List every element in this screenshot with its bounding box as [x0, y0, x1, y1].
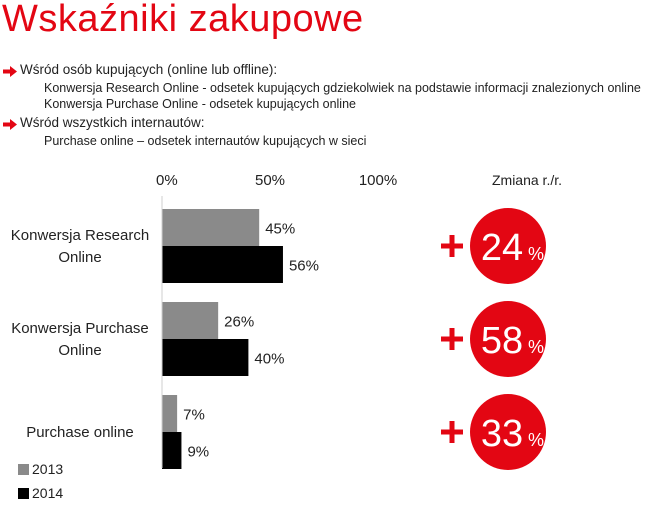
plus-icon	[449, 421, 455, 443]
change-circle	[470, 394, 546, 470]
change-circle	[470, 301, 546, 377]
x-tick-label: 50%	[255, 172, 285, 189]
legend-swatch-2013	[18, 464, 29, 475]
legend-label: 2014	[32, 485, 63, 501]
legend-swatch-2014	[18, 488, 29, 499]
category-label: Online	[58, 342, 101, 359]
category-label: Konwersja Purchase	[11, 320, 149, 337]
data-label: 7%	[183, 407, 205, 424]
plus-icon	[449, 235, 455, 257]
x-tick-label: 100%	[359, 172, 397, 189]
change-value: 24	[481, 227, 523, 269]
change-unit: %	[528, 337, 544, 357]
data-label: 26%	[224, 314, 254, 331]
bar-2013-3	[162, 395, 178, 432]
bullet-subtext-2-1: Purchase online – odsetek internautów ku…	[44, 134, 367, 148]
change-circle	[470, 208, 546, 284]
x-tick-label: 0%	[156, 172, 178, 189]
bar-2014-1	[162, 246, 283, 283]
category-label: Konwersja Research	[11, 227, 149, 244]
plus-icon	[449, 328, 455, 350]
legend-label: 2013	[32, 461, 63, 477]
arrow-right-icon	[3, 66, 17, 77]
change-value: 33	[481, 413, 523, 455]
bullet-subtext-1-1: Konwersja Research Online - odsetek kupu…	[44, 81, 641, 95]
change-unit: %	[528, 244, 544, 264]
data-label: 40%	[254, 351, 284, 368]
bullet-text-1: Wśród osób kupujących (online lub offlin…	[20, 62, 278, 77]
bar-2014-2	[162, 339, 249, 376]
bar-2013-1	[162, 209, 260, 246]
bar-2014-3	[162, 432, 182, 469]
bullet-subtext-1-2: Konwersja Purchase Online - odsetek kupu…	[44, 97, 356, 111]
bullet-text-2: Wśród wszystkich internautów:	[20, 115, 205, 130]
data-label: 45%	[265, 221, 295, 238]
data-label: 56%	[289, 258, 319, 275]
change-unit: %	[528, 430, 544, 450]
category-label: Purchase online	[26, 424, 134, 441]
change-value: 58	[481, 320, 523, 362]
data-label: 9%	[187, 444, 209, 461]
page-title: Wskaźniki zakupowe	[2, 0, 364, 40]
arrow-right-icon	[3, 119, 17, 130]
bar-2013-2	[162, 302, 219, 339]
category-label: Online	[58, 249, 101, 266]
change-header: Zmiana r./r.	[492, 172, 562, 188]
